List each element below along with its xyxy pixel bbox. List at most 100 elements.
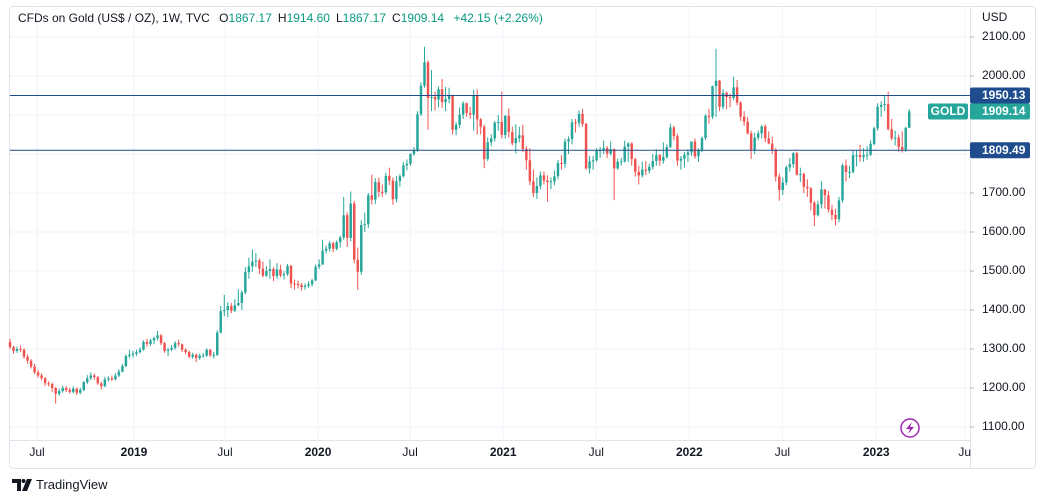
candle-body — [135, 352, 138, 354]
candle-body — [50, 384, 54, 388]
lightning-icon — [900, 418, 920, 438]
candle-body — [830, 209, 834, 215]
candle-body — [567, 139, 570, 142]
candle-body — [300, 285, 303, 287]
candle-body — [904, 127, 907, 150]
x-tick-label: 2023 — [863, 445, 890, 459]
candle-body — [233, 305, 237, 311]
candle-body — [40, 375, 43, 379]
candle-body — [230, 306, 233, 311]
candle-body — [282, 274, 286, 276]
candle-body — [317, 264, 321, 267]
candle-body — [641, 169, 644, 176]
candle-body — [345, 215, 349, 238]
candle-body — [879, 104, 883, 107]
candle-body — [900, 146, 904, 150]
candle-body — [746, 121, 749, 134]
candle-body — [444, 99, 447, 103]
candle-body — [367, 195, 370, 225]
candle-body — [86, 378, 89, 383]
candle-body — [760, 126, 763, 134]
candle-body — [121, 366, 124, 372]
candle-body — [272, 269, 275, 277]
candle-body — [837, 200, 841, 220]
field-value: 1867.17 — [342, 11, 387, 25]
candle-body — [426, 62, 430, 98]
candle-body — [700, 138, 704, 150]
candle-body — [156, 335, 159, 339]
candle-body — [461, 103, 465, 115]
candles — [8, 46, 911, 404]
brand: TradingView — [36, 477, 108, 492]
candle-body — [890, 129, 893, 139]
candle-body — [546, 180, 549, 183]
candle-body — [36, 372, 40, 376]
x-tick-label: Jul — [589, 445, 604, 459]
candle-body — [79, 389, 82, 393]
candle-body — [851, 155, 855, 172]
candle-body — [117, 371, 121, 376]
candle-body — [897, 137, 900, 147]
candle-body — [605, 148, 609, 154]
candle-body — [19, 348, 22, 350]
candle-body — [184, 349, 187, 353]
candle-body — [451, 95, 454, 130]
candle-body — [145, 341, 149, 344]
candle-body — [528, 160, 532, 182]
candle-body — [289, 265, 293, 284]
candle-body — [686, 152, 690, 155]
candle-body — [525, 148, 528, 161]
candle-body — [872, 128, 876, 144]
candle-body — [170, 347, 173, 350]
candle-body — [834, 214, 837, 220]
candle-body — [539, 175, 542, 186]
brand-logo — [12, 478, 32, 491]
candle-body — [707, 115, 711, 117]
candle-body — [416, 114, 419, 151]
candle-body — [240, 292, 244, 303]
ohlc-fields: O1867.17 H1914.60 L1867.17 C1909.14 — [213, 11, 444, 25]
candle-body — [690, 141, 693, 153]
candle-body — [149, 340, 152, 344]
candle-body — [142, 341, 145, 350]
candle-body — [405, 163, 409, 166]
candle-body — [398, 176, 402, 182]
candle-body — [388, 175, 391, 181]
candle-body — [490, 138, 493, 143]
candle-body — [574, 122, 577, 124]
candle-body — [93, 375, 96, 378]
candle-body — [100, 383, 103, 387]
candle-body — [697, 149, 700, 157]
candle-body — [384, 175, 388, 193]
price-label: 1809.49 — [982, 143, 1026, 157]
candle-body — [138, 349, 142, 353]
candle-body — [166, 349, 170, 351]
candle-body — [679, 158, 683, 161]
candle-body — [763, 126, 767, 139]
candle-body — [626, 143, 630, 147]
candle-body — [577, 113, 581, 123]
candle-body — [61, 387, 64, 392]
candle-body — [504, 115, 507, 135]
candle-body — [883, 104, 886, 106]
candle-body — [223, 309, 226, 312]
candle-body — [454, 124, 458, 130]
candle-body — [634, 159, 637, 172]
candle-body — [648, 166, 651, 171]
candle-body — [254, 260, 258, 262]
x-tick-label: 2021 — [490, 445, 517, 459]
candle-body — [644, 169, 648, 171]
candle-body — [437, 89, 440, 100]
candle-body — [187, 352, 191, 357]
candle-body — [75, 388, 78, 393]
candle-body — [152, 338, 156, 341]
candle-body — [465, 103, 468, 114]
candle-body — [560, 162, 563, 164]
candle-body — [286, 265, 289, 275]
candle-body — [844, 165, 848, 172]
candle-body — [865, 154, 869, 156]
candle-body — [767, 138, 770, 144]
candle-body — [377, 182, 381, 192]
candle-body — [718, 80, 721, 107]
